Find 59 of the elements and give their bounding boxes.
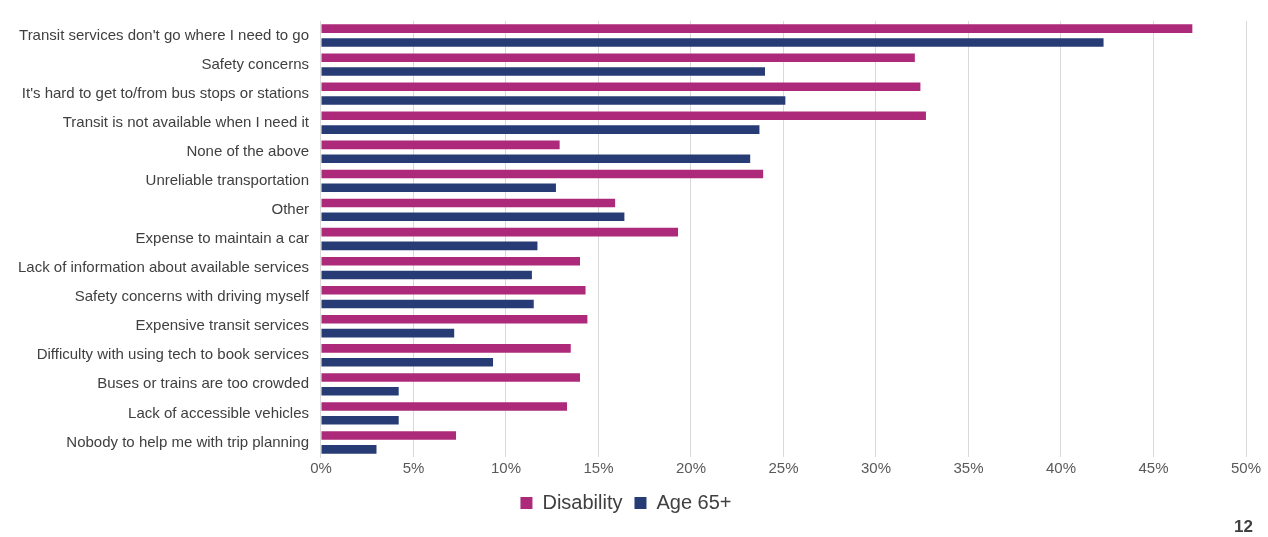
y-tick-label: Nobody to help me with trip planning [66,432,309,450]
bar [321,125,760,134]
bar [321,373,580,382]
x-tick-label: 25% [768,459,799,477]
bar [321,169,764,179]
bar [321,24,1193,33]
bar [321,445,377,454]
y-tick-label: Safety concerns with driving myself [74,287,310,305]
y-tick-label: It's hard to get to/from bus stops or stations [21,83,309,101]
x-tick-label: 45% [1138,459,1169,477]
y-tick-label: Lack of accessible vehicles [128,403,309,421]
y-tick-label: Other [271,200,309,218]
bar [321,154,751,163]
y-tick-label: Transit services don't go where I need to go [19,25,309,43]
bar [321,38,1104,47]
x-tick-label: 50% [1230,459,1262,477]
bar [321,227,679,237]
bar [321,82,921,92]
bar [321,241,538,251]
bar [321,402,568,411]
y-tick-label: Expensive transit services [135,316,309,334]
bar [321,344,571,353]
bar [321,67,765,76]
bar [321,53,915,62]
y-tick-label: Unreliable transportation [145,171,309,189]
bar [321,285,586,295]
bar [321,270,532,280]
bar [321,96,786,105]
y-tick-label: Lack of information about available services [17,258,309,276]
bar [321,140,560,150]
y-tick-label: Difficulty with using tech to book services [36,345,309,363]
x-tick-label: 15% [583,459,614,477]
x-tick-label: 20% [675,459,707,477]
x-tick-label: 10% [490,459,522,477]
y-tick-label: Transit is not available when I need it [62,112,310,130]
text: 12 [1234,517,1253,537]
legend-label: Age 65+ [656,490,732,513]
bar [321,431,457,440]
bar [321,111,926,121]
x-tick-label: 5% [402,459,425,477]
bar [321,386,399,396]
y-tick-label: Expense to maintain a car [135,229,309,247]
x-tick-label: 35% [953,459,984,477]
bar [321,183,556,193]
y-tick-label: None of the above [186,141,309,159]
x-tick-label: 40% [1045,459,1077,477]
bar [321,357,494,367]
y-tick-label: Safety concerns [201,54,309,72]
x-tick-label: 0% [310,459,332,477]
bar [321,328,455,338]
x-tick-label: 30% [860,459,892,477]
bar [321,315,588,324]
y-tick-label: Buses or trains are too crowded [97,374,309,392]
bar [321,198,616,208]
legend-label: Disability [542,490,623,513]
bar [321,256,580,266]
bar [321,212,625,222]
bar [321,416,399,425]
bar [321,299,534,309]
